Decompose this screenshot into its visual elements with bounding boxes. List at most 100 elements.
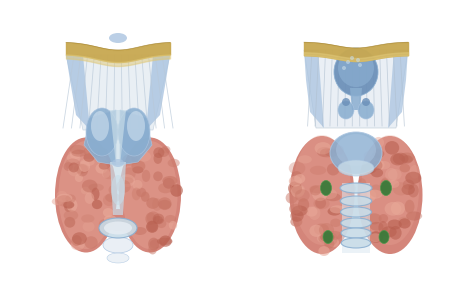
Ellipse shape [319,223,334,237]
Ellipse shape [79,160,90,172]
Ellipse shape [75,174,83,182]
Ellipse shape [81,187,91,194]
Ellipse shape [334,145,344,155]
Ellipse shape [147,211,160,224]
Ellipse shape [403,179,414,190]
Ellipse shape [338,160,374,176]
Ellipse shape [158,147,169,157]
Ellipse shape [83,153,94,162]
Ellipse shape [56,191,67,199]
Ellipse shape [408,184,419,197]
Ellipse shape [99,218,137,238]
Ellipse shape [131,151,141,164]
Ellipse shape [390,153,405,165]
Polygon shape [304,50,408,128]
Ellipse shape [371,168,383,177]
Ellipse shape [378,221,388,234]
Bar [342,183,370,253]
Ellipse shape [55,138,117,252]
Ellipse shape [370,184,383,197]
Polygon shape [120,110,152,165]
Ellipse shape [373,137,384,148]
Ellipse shape [289,162,305,175]
Ellipse shape [82,180,98,192]
Ellipse shape [405,200,414,213]
Ellipse shape [290,184,305,196]
Ellipse shape [315,142,331,155]
Ellipse shape [72,149,87,157]
Ellipse shape [326,231,343,240]
Ellipse shape [290,136,355,254]
Ellipse shape [314,223,329,235]
Ellipse shape [399,218,410,229]
Ellipse shape [294,174,305,184]
Polygon shape [66,55,90,130]
Ellipse shape [86,108,118,156]
Ellipse shape [104,221,132,234]
Ellipse shape [146,212,156,225]
Ellipse shape [310,185,325,193]
Ellipse shape [158,197,172,210]
Ellipse shape [310,166,326,175]
Ellipse shape [367,213,382,224]
Ellipse shape [356,58,360,62]
Ellipse shape [398,217,410,225]
Ellipse shape [406,211,422,221]
Ellipse shape [362,98,370,106]
Ellipse shape [52,198,63,205]
Ellipse shape [328,238,339,247]
Ellipse shape [401,155,412,164]
Ellipse shape [99,162,110,170]
Ellipse shape [381,181,392,195]
Ellipse shape [109,185,117,194]
Ellipse shape [323,231,333,244]
Polygon shape [110,162,126,215]
Ellipse shape [372,160,383,170]
Ellipse shape [153,147,164,158]
Ellipse shape [322,189,337,199]
Ellipse shape [67,153,81,163]
Ellipse shape [157,238,173,245]
Ellipse shape [370,153,380,164]
Ellipse shape [158,183,173,193]
Ellipse shape [147,221,157,232]
Ellipse shape [107,253,129,263]
Ellipse shape [119,138,181,252]
Ellipse shape [99,219,111,229]
Ellipse shape [150,239,162,249]
Ellipse shape [168,159,180,167]
Ellipse shape [170,184,183,197]
Polygon shape [84,110,116,165]
Ellipse shape [132,166,144,173]
Ellipse shape [334,157,345,165]
Ellipse shape [288,181,302,195]
Ellipse shape [324,239,334,249]
Ellipse shape [72,232,87,245]
Ellipse shape [56,195,72,207]
Ellipse shape [338,49,374,87]
Ellipse shape [163,178,174,189]
Ellipse shape [401,155,413,163]
Ellipse shape [84,147,95,157]
Ellipse shape [340,196,372,206]
Ellipse shape [369,233,382,242]
Ellipse shape [372,149,384,158]
Ellipse shape [381,226,397,237]
Ellipse shape [71,240,85,250]
Ellipse shape [142,170,150,182]
Ellipse shape [123,168,136,180]
Ellipse shape [350,56,354,60]
Ellipse shape [103,209,133,231]
Ellipse shape [313,198,329,209]
Ellipse shape [410,165,420,178]
Ellipse shape [388,169,401,180]
Ellipse shape [131,160,146,172]
Ellipse shape [360,189,376,202]
Ellipse shape [370,222,383,231]
Polygon shape [146,55,170,130]
Ellipse shape [315,197,326,209]
Ellipse shape [81,214,94,223]
Ellipse shape [399,152,415,162]
Ellipse shape [56,194,73,202]
Ellipse shape [384,202,401,216]
